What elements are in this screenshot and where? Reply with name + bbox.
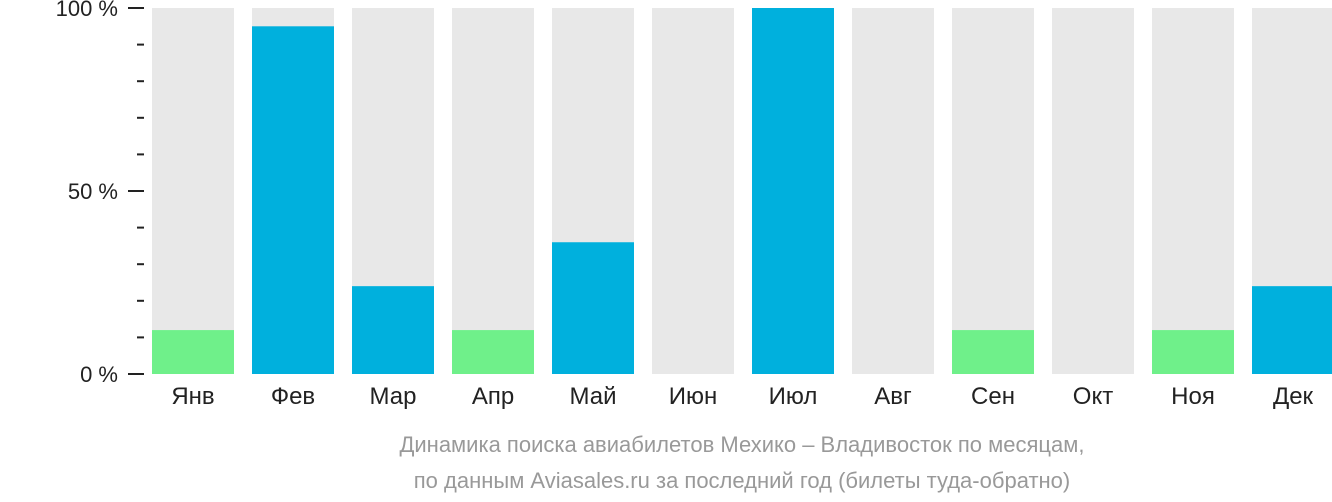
bar-track <box>1152 8 1234 374</box>
bar <box>352 286 434 374</box>
bar <box>1252 286 1332 374</box>
bar <box>752 8 834 374</box>
y-tick-label: 0 % <box>80 362 118 387</box>
y-axis: 0 % 50 % 100 % <box>56 0 144 387</box>
caption-line-1: Динамика поиска авиабилетов Мехико – Вла… <box>399 432 1084 457</box>
x-tick-label: Дек <box>1273 383 1314 410</box>
caption-line-2: по данным Aviasales.ru за последний год … <box>414 468 1070 493</box>
x-tick-label: Ноя <box>1171 383 1215 410</box>
bar <box>952 330 1034 374</box>
bar-track <box>452 8 534 374</box>
x-tick-label: Апр <box>472 383 514 410</box>
chart-caption: Динамика поиска авиабилетов Мехико – Вла… <box>399 432 1084 493</box>
bar-track <box>852 8 934 374</box>
x-tick-label: Янв <box>171 383 214 410</box>
bar <box>152 330 234 374</box>
x-tick-label: Окт <box>1073 383 1113 410</box>
x-axis-labels: Янв Фев Мар Апр Май Июн Июл Авг Сен Окт Ноя Дек <box>171 383 1313 410</box>
bar-track <box>152 8 234 374</box>
x-tick-label: Июл <box>769 383 818 410</box>
x-tick-label: Авг <box>874 383 912 410</box>
x-tick-label: Июн <box>669 383 718 410</box>
x-tick-label: Фев <box>271 383 315 410</box>
bar <box>252 26 334 375</box>
y-tick-label: 50 % <box>68 179 118 204</box>
x-tick-label: Май <box>569 383 616 410</box>
bar-track <box>1052 8 1134 374</box>
x-tick-label: Сен <box>971 383 1015 410</box>
x-tick-label: Мар <box>370 383 417 410</box>
bar <box>552 242 634 374</box>
bar-track <box>652 8 734 374</box>
bars-group <box>152 8 1332 375</box>
bar-track <box>952 8 1034 374</box>
bar <box>452 330 534 374</box>
y-tick-label: 100 % <box>56 0 118 21</box>
bar <box>1152 330 1234 374</box>
